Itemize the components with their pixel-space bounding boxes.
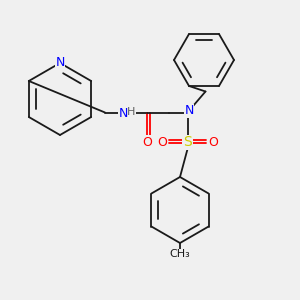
- Text: O: O: [142, 136, 152, 149]
- Text: O: O: [208, 136, 218, 149]
- Text: N: N: [118, 107, 128, 120]
- Text: O: O: [157, 136, 167, 149]
- Text: S: S: [183, 136, 192, 149]
- Text: N: N: [55, 56, 65, 70]
- Text: N: N: [184, 104, 194, 118]
- Text: H: H: [127, 106, 135, 117]
- Text: CH₃: CH₃: [169, 249, 190, 260]
